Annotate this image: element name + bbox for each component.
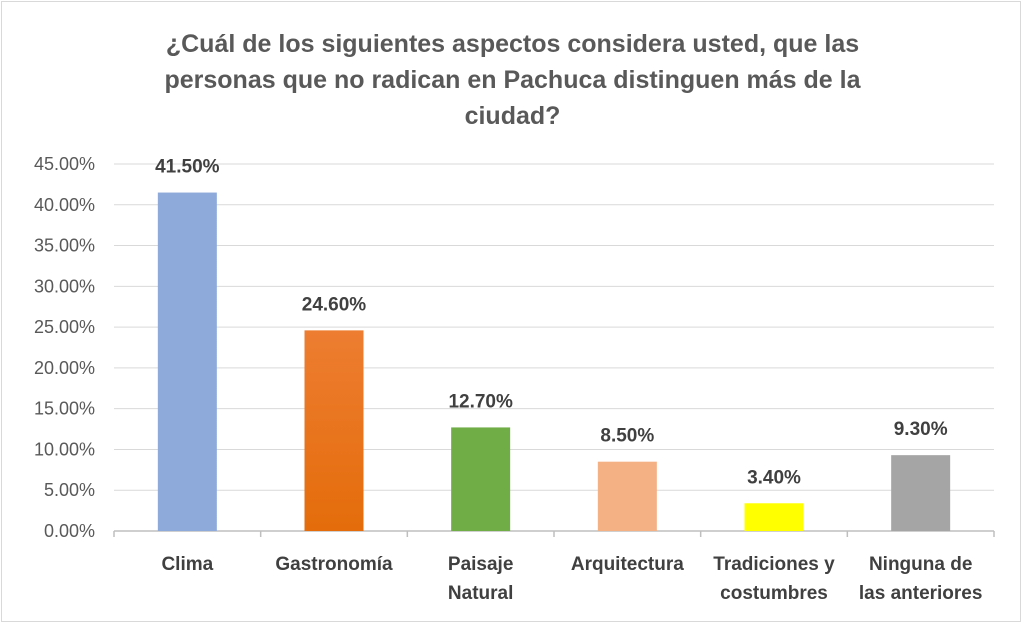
- data-label: 41.50%: [155, 157, 220, 178]
- x-tick-label: Arquitectura: [571, 554, 684, 575]
- y-tick-label: 25.00%: [34, 317, 95, 337]
- bar: [157, 192, 217, 532]
- y-tick-label: 5.00%: [44, 480, 95, 500]
- y-tick-label: 30.00%: [34, 276, 95, 296]
- x-tick-label: Paisaje: [448, 554, 514, 575]
- x-tick-label: las anteriores: [859, 583, 983, 604]
- data-label: 3.40%: [747, 467, 801, 488]
- x-tick-label: Natural: [448, 583, 513, 604]
- x-tick-label: Tradiciones y: [713, 554, 835, 575]
- y-tick-label: 0.00%: [44, 521, 95, 541]
- x-tick-label: Ninguna de: [869, 554, 972, 575]
- y-tick-label: 35.00%: [34, 236, 95, 256]
- bar: [597, 461, 657, 531]
- data-label: 9.30%: [894, 419, 948, 440]
- bar: [304, 330, 364, 531]
- data-label: 8.50%: [600, 426, 654, 447]
- y-tick-label: 15.00%: [34, 399, 95, 419]
- x-tick-label: Gastronomía: [275, 554, 393, 575]
- x-tick-label: Clima: [161, 554, 213, 575]
- bar: [451, 427, 511, 531]
- y-tick-label: 10.00%: [34, 439, 95, 459]
- chart-title: ¿Cuál de los siguientes aspectos conside…: [164, 30, 861, 130]
- data-label: 24.60%: [302, 294, 367, 315]
- y-tick-label: 45.00%: [34, 154, 95, 174]
- x-tick-label: costumbres: [720, 583, 828, 604]
- bar: [891, 455, 951, 531]
- data-label: 12.70%: [448, 391, 513, 412]
- y-tick-label: 40.00%: [34, 195, 95, 215]
- y-tick-label: 20.00%: [34, 358, 95, 378]
- bar: [744, 503, 804, 531]
